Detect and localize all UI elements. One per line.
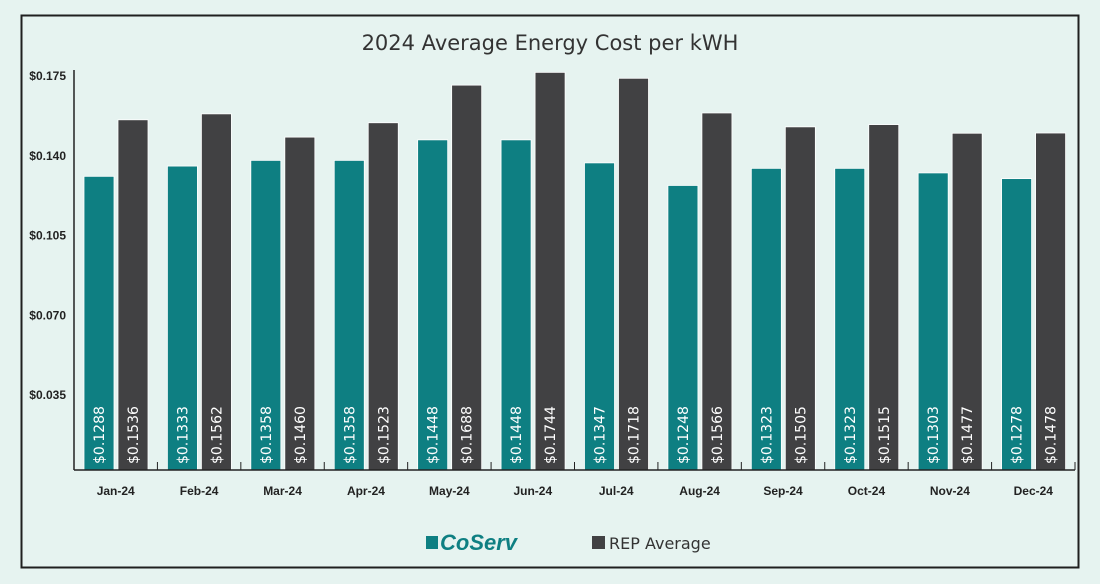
data-label: $0.1323 xyxy=(843,406,859,464)
data-label: $0.1718 xyxy=(627,406,643,464)
bar-rep-average xyxy=(201,113,232,471)
data-label: $0.1278 xyxy=(1010,406,1026,464)
coserv-logo: CoServ xyxy=(440,530,519,555)
data-label: $0.1523 xyxy=(376,406,392,464)
bar-coserv xyxy=(750,167,782,471)
x-tick-label: Aug-24 xyxy=(679,484,720,498)
data-label: $0.1248 xyxy=(676,406,692,464)
y-axis: $0.035 $0.070 $0.105 $0.140 $0.175 xyxy=(29,69,75,470)
data-label: $0.1744 xyxy=(543,406,559,464)
x-tick-label: Apr-24 xyxy=(347,484,385,498)
data-label: $0.1448 xyxy=(426,406,442,464)
data-label: $0.1562 xyxy=(209,406,225,464)
data-label: $0.1688 xyxy=(460,406,476,464)
data-label: $0.1536 xyxy=(126,406,142,464)
x-tick-label: Sep-24 xyxy=(763,484,803,498)
data-label: $0.1358 xyxy=(342,406,358,464)
data-label: $0.1358 xyxy=(259,406,275,464)
bar-coserv xyxy=(1001,178,1032,471)
bar-rep-average xyxy=(117,119,149,471)
bar-coserv xyxy=(500,139,532,471)
x-tick-label: Dec-24 xyxy=(1014,484,1054,498)
legend-swatch-coserv xyxy=(426,536,438,549)
bar-rep-average xyxy=(784,126,816,471)
data-label: $0.1460 xyxy=(293,406,309,464)
bar-rep-average xyxy=(701,112,733,471)
data-label: $0.1303 xyxy=(926,406,942,464)
bar-coserv xyxy=(167,165,198,471)
y-tick-label: $0.175 xyxy=(29,69,66,83)
bar-coserv xyxy=(83,175,115,471)
x-tick-label: Nov-24 xyxy=(930,484,970,498)
data-label: $0.1333 xyxy=(175,406,191,464)
y-tick-label: $0.140 xyxy=(29,149,66,163)
bar-coserv xyxy=(834,167,866,471)
data-label: $0.1478 xyxy=(1044,406,1060,464)
x-tick-label: Jul-24 xyxy=(599,484,634,498)
chart-title: 2024 Average Energy Cost per kWH xyxy=(362,31,739,55)
bar-coserv xyxy=(333,159,365,471)
x-tick-label: Feb-24 xyxy=(180,484,219,498)
x-axis: Jan-24 Feb-24 Mar-24 Apr-24 May-24 Jun-24 Jul-… xyxy=(74,462,1076,498)
bar-rep-average xyxy=(1035,132,1066,471)
x-tick-label: May-24 xyxy=(429,484,470,498)
y-tick-label: $0.070 xyxy=(29,308,66,322)
bar-rep-average xyxy=(868,124,900,471)
legend-swatch-rep xyxy=(592,536,605,549)
bar-rep-average xyxy=(367,122,399,471)
bar-coserv xyxy=(250,159,282,471)
bar-rep-average xyxy=(451,84,483,471)
y-tick-label: $0.035 xyxy=(29,388,66,402)
x-tick-label: Jun-24 xyxy=(513,484,552,498)
y-tick-label: $0.105 xyxy=(29,229,66,243)
data-label: $0.1477 xyxy=(960,406,976,464)
data-label: $0.1347 xyxy=(593,406,609,464)
x-tick-label: Oct-24 xyxy=(848,484,886,498)
x-tick-label: Mar-24 xyxy=(263,484,302,498)
bar-rep-average xyxy=(618,77,649,471)
x-tick-label: Jan-24 xyxy=(97,484,135,498)
bar-rep-average xyxy=(534,71,566,471)
bar-rep-average xyxy=(951,132,983,471)
data-label: $0.1448 xyxy=(509,406,525,464)
bar-coserv xyxy=(584,162,615,471)
data-label: $0.1515 xyxy=(877,406,893,464)
data-label: $0.1288 xyxy=(92,406,108,464)
data-label: $0.1566 xyxy=(710,406,726,464)
legend: CoServ REP Average xyxy=(426,530,711,555)
bar-rep-average xyxy=(284,136,316,471)
data-label: $0.1505 xyxy=(793,406,809,464)
bar-coserv xyxy=(667,185,699,471)
data-label: $0.1323 xyxy=(759,406,775,464)
legend-label-rep: REP Average xyxy=(609,534,711,553)
bar-coserv xyxy=(417,139,449,471)
